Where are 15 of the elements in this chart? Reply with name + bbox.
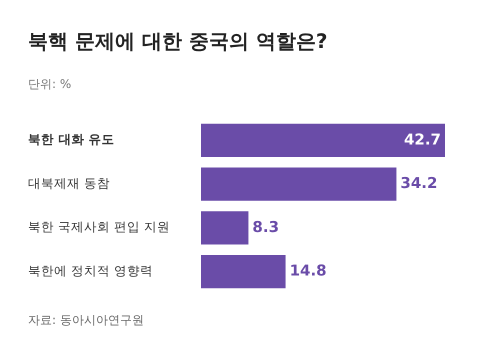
chart-title: 북핵 문제에 대한 중국의 역할은? xyxy=(28,28,328,55)
text: 자료: 동아시아연구원 xyxy=(28,312,144,329)
y-tick-label: 북한에 정치적 영향력 xyxy=(28,262,153,278)
y-tick-label: 북한 국제사회 편입 지원 xyxy=(28,219,170,234)
bar xyxy=(201,124,445,157)
bar xyxy=(201,255,286,288)
data-label: 42.7 xyxy=(404,130,441,148)
bar xyxy=(201,211,248,244)
y-tick-label: 북한 대화 유도 xyxy=(28,132,115,147)
text: 단위: % xyxy=(28,76,72,93)
data-label: 34.2 xyxy=(400,174,438,192)
data-label: 14.8 xyxy=(290,262,327,280)
data-label: 8.3 xyxy=(252,218,280,236)
bar xyxy=(201,168,396,201)
y-tick-label: 대북제재 동참 xyxy=(28,175,110,190)
